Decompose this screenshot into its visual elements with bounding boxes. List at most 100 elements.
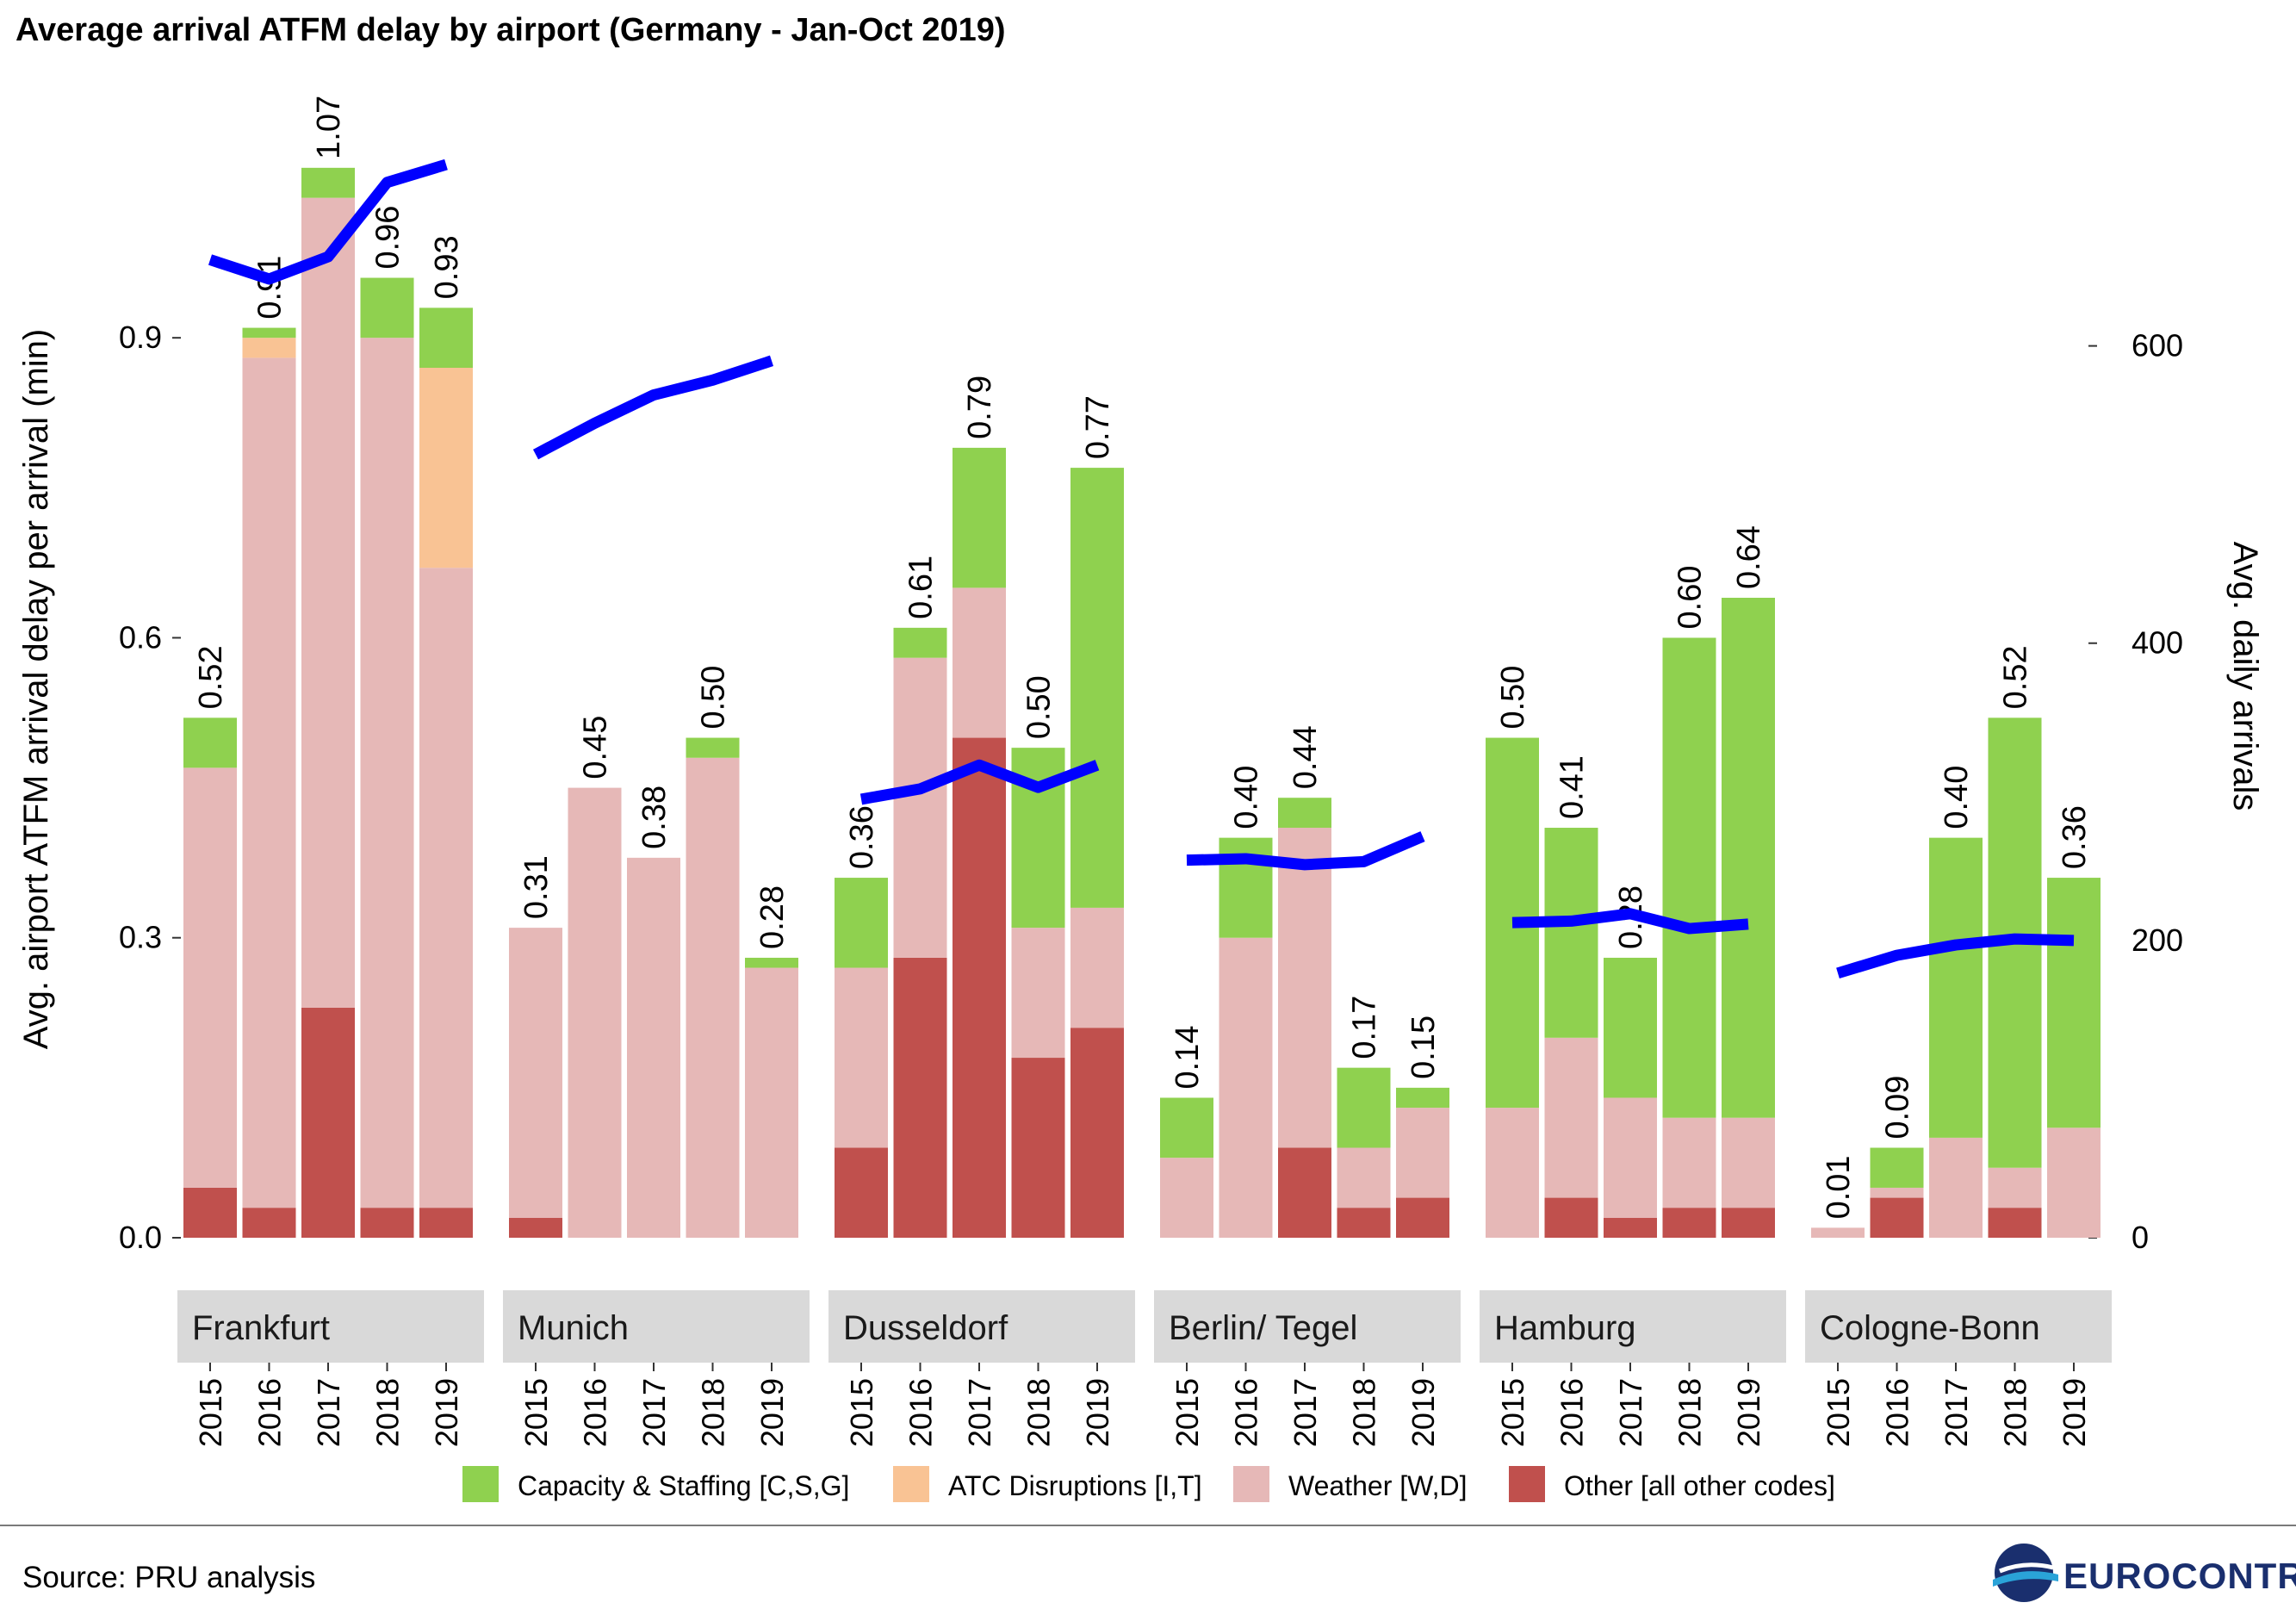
bar-segment-weather xyxy=(745,967,798,1238)
bar-segment-weather xyxy=(568,787,622,1238)
bar-total-label: 0.15 xyxy=(1406,1016,1442,1079)
bar-segment-other xyxy=(835,1147,888,1238)
y2-axis-title: Avg. daily arrivals xyxy=(2226,542,2264,811)
x-tick-label: 2016 xyxy=(903,1378,939,1447)
bar-total-label: 0.52 xyxy=(1998,645,2034,709)
bar-segment-capacity xyxy=(1929,837,1983,1138)
bar-segment-capacity xyxy=(1870,1147,1924,1188)
bar-total-label: 0.17 xyxy=(1347,996,1383,1059)
bar-segment-other xyxy=(1070,1028,1124,1238)
y2-tick-label: 0 xyxy=(2132,1220,2149,1255)
bar-segment-weather xyxy=(2047,1127,2101,1238)
logo-text: EUROCONTROL xyxy=(2063,1556,2296,1596)
bar-segment-other xyxy=(183,1187,237,1238)
bar-segment-weather xyxy=(1337,1147,1391,1208)
bar-segment-weather xyxy=(686,757,740,1238)
facet-strip xyxy=(1805,1290,2112,1363)
x-tick-label: 2018 xyxy=(1672,1378,1708,1447)
x-tick-label: 2017 xyxy=(311,1378,346,1447)
x-tick-label: 2018 xyxy=(370,1378,406,1447)
bar-total-label: 0.50 xyxy=(1495,666,1531,730)
bar-segment-weather xyxy=(1722,1117,1775,1208)
bar-segment-capacity xyxy=(242,327,296,339)
bar-segment-atc xyxy=(242,338,296,358)
x-tick-label: 2017 xyxy=(1939,1378,1974,1447)
bar-segment-capacity xyxy=(1396,1087,1449,1109)
bar-segment-capacity xyxy=(1070,468,1124,908)
bar-segment-other xyxy=(893,957,947,1238)
facet-frankfurt: 0.52 2015 0.91 2016 1.07 2017 0.96 2018 0.93 2019… xyxy=(177,96,484,1447)
bar-segment-weather xyxy=(1278,828,1331,1148)
x-tick-label: 2015 xyxy=(193,1378,228,1447)
x-tick-label: 2019 xyxy=(1080,1378,1115,1447)
bar-total-label: 0.45 xyxy=(578,716,614,780)
bar-segment-other xyxy=(1337,1208,1391,1238)
bar-total-label: 0.40 xyxy=(1229,766,1265,829)
bar-segment-capacity xyxy=(1544,828,1598,1038)
bar-segment-capacity xyxy=(2047,878,2101,1128)
x-tick-label: 2015 xyxy=(1495,1378,1530,1447)
legend-label-weather: Weather [W,D] xyxy=(1288,1470,1467,1501)
bar-segment-capacity xyxy=(953,447,1006,588)
x-tick-label: 2016 xyxy=(578,1378,613,1447)
bar-segment-weather xyxy=(1070,907,1124,1028)
x-tick-label: 2019 xyxy=(2057,1378,2092,1447)
bar-segment-weather xyxy=(301,197,355,1008)
x-tick-label: 2018 xyxy=(1021,1378,1057,1447)
bar-segment-other xyxy=(1722,1208,1775,1238)
bar-total-label: 0.14 xyxy=(1170,1026,1206,1090)
bar-segment-weather xyxy=(419,568,473,1208)
bar-total-label: 0.79 xyxy=(962,376,998,439)
eurocontrol-logo: EUROCONTROL xyxy=(1981,1533,2296,1615)
bar-total-label: 0.61 xyxy=(903,556,940,619)
bar-total-label: 0.40 xyxy=(1939,766,1975,829)
bar-segment-weather xyxy=(835,967,888,1148)
legend-swatch-atc xyxy=(893,1466,929,1502)
x-tick-label: 2015 xyxy=(1821,1378,1856,1447)
bar-segment-capacity xyxy=(419,307,473,369)
bar-total-label: 0.09 xyxy=(1880,1076,1916,1140)
bar-segment-weather xyxy=(183,767,237,1188)
bar-segment-capacity xyxy=(183,717,237,768)
bar-segment-other xyxy=(301,1007,355,1238)
y2-tick-label: 200 xyxy=(2132,922,2183,958)
bar-total-label: 0.44 xyxy=(1288,725,1324,789)
bar-segment-other xyxy=(1662,1208,1716,1238)
bar-segment-other xyxy=(1544,1197,1598,1238)
x-tick-label: 2018 xyxy=(1998,1378,2033,1447)
arrivals-line xyxy=(859,759,1100,805)
y-tick-label: 0.3 xyxy=(119,920,162,955)
source-note: Source: PRU analysis xyxy=(22,1561,316,1594)
y-tick-label: 0.6 xyxy=(119,619,162,655)
facet-strip-label: Munich xyxy=(518,1309,629,1347)
bar-total-label: 0.28 xyxy=(754,885,791,949)
legend-swatch-capacity xyxy=(462,1466,499,1502)
facet-berlin-tegel: 0.14 2015 0.40 2016 0.44 2017 0.17 2018 0.15 2019… xyxy=(1154,725,1461,1447)
bar-total-label: 0.93 xyxy=(429,235,465,299)
bar-segment-other xyxy=(1988,1208,2042,1238)
bar-total-label: 0.01 xyxy=(1821,1155,1857,1219)
facet-strip xyxy=(1480,1290,1786,1363)
bar-segment-capacity xyxy=(1219,837,1273,938)
bar-segment-other xyxy=(1870,1197,1924,1238)
y2-tick-label: 600 xyxy=(2132,328,2183,363)
bar-segment-capacity xyxy=(1662,637,1716,1118)
bar-total-label: 0.52 xyxy=(193,645,229,709)
bar-total-label: 0.50 xyxy=(696,666,732,730)
facet-strip-label: Berlin/ Tegel xyxy=(1169,1309,1357,1347)
y-tick-label: 0.0 xyxy=(119,1220,162,1255)
bar-segment-other xyxy=(509,1217,562,1238)
bar-segment-capacity xyxy=(301,167,355,198)
bar-segment-other xyxy=(953,737,1006,1238)
bar-segment-other xyxy=(1604,1217,1657,1238)
bar-total-label: 0.36 xyxy=(844,805,880,869)
bar-segment-other xyxy=(1396,1197,1449,1238)
facet-strip-label: Frankfurt xyxy=(192,1309,330,1347)
bar-total-label: 0.91 xyxy=(252,256,289,320)
legend-label-atc: ATC Disruptions [I,T] xyxy=(948,1470,1202,1501)
bar-segment-weather xyxy=(242,357,296,1208)
bar-segment-atc xyxy=(419,368,473,568)
legend-swatch-other xyxy=(1509,1466,1545,1502)
bar-segment-weather xyxy=(627,857,680,1238)
